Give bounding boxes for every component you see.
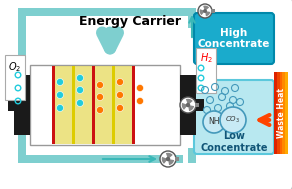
Text: Waste Heat: Waste Heat	[277, 88, 286, 138]
Text: $CO_3$: $CO_3$	[225, 115, 241, 125]
Bar	[8, 99, 16, 111]
Bar	[180, 75, 196, 135]
Bar	[211, 9, 215, 13]
Circle shape	[77, 87, 84, 94]
Bar	[277, 72, 280, 154]
Wedge shape	[168, 159, 174, 165]
Text: High
Concentrate: High Concentrate	[198, 28, 270, 49]
Circle shape	[203, 111, 225, 133]
Wedge shape	[186, 99, 193, 105]
Circle shape	[96, 81, 103, 88]
Circle shape	[56, 105, 63, 112]
Bar	[115, 66, 132, 144]
Text: NH: NH	[208, 118, 220, 126]
Wedge shape	[205, 11, 210, 16]
Bar	[18, 8, 26, 160]
Circle shape	[56, 78, 63, 85]
Bar	[196, 48, 216, 93]
Circle shape	[136, 98, 143, 105]
Bar	[274, 72, 277, 154]
Circle shape	[56, 91, 63, 98]
Bar	[112, 66, 115, 144]
Circle shape	[180, 97, 196, 113]
Bar	[92, 66, 95, 144]
Wedge shape	[166, 153, 173, 159]
Bar	[132, 66, 135, 144]
Circle shape	[96, 94, 103, 101]
Text: Low
Concentrate: Low Concentrate	[200, 131, 268, 153]
FancyBboxPatch shape	[194, 80, 274, 154]
Bar	[14, 75, 30, 135]
Text: Energy Carrier: Energy Carrier	[79, 15, 181, 29]
Circle shape	[203, 9, 207, 13]
Circle shape	[96, 106, 103, 114]
Bar	[30, 65, 180, 145]
Bar	[195, 103, 199, 107]
Wedge shape	[182, 103, 188, 110]
Bar	[282, 72, 285, 154]
FancyBboxPatch shape	[194, 13, 274, 64]
Bar	[175, 157, 179, 161]
Bar	[18, 155, 183, 163]
Wedge shape	[188, 105, 194, 111]
Circle shape	[220, 107, 246, 133]
Circle shape	[186, 103, 190, 107]
Bar	[95, 66, 112, 144]
Circle shape	[166, 157, 170, 161]
Bar	[52, 66, 55, 144]
Bar	[196, 99, 204, 111]
Bar	[75, 66, 92, 144]
Bar	[55, 66, 72, 144]
Circle shape	[117, 91, 124, 98]
Text: $H_2$: $H_2$	[199, 51, 213, 65]
Circle shape	[198, 4, 212, 18]
Bar	[280, 72, 282, 154]
Bar	[285, 72, 288, 154]
Bar	[188, 148, 196, 163]
Circle shape	[160, 151, 176, 167]
Circle shape	[77, 99, 84, 106]
Bar	[5, 55, 25, 100]
Wedge shape	[162, 157, 168, 164]
Bar	[72, 66, 75, 144]
Circle shape	[117, 105, 124, 112]
Bar	[188, 8, 196, 28]
Wedge shape	[203, 5, 209, 11]
Wedge shape	[199, 9, 205, 15]
Circle shape	[136, 84, 143, 91]
Bar	[18, 8, 196, 16]
Circle shape	[77, 74, 84, 81]
Text: $O_2$: $O_2$	[8, 60, 22, 74]
Circle shape	[117, 78, 124, 85]
